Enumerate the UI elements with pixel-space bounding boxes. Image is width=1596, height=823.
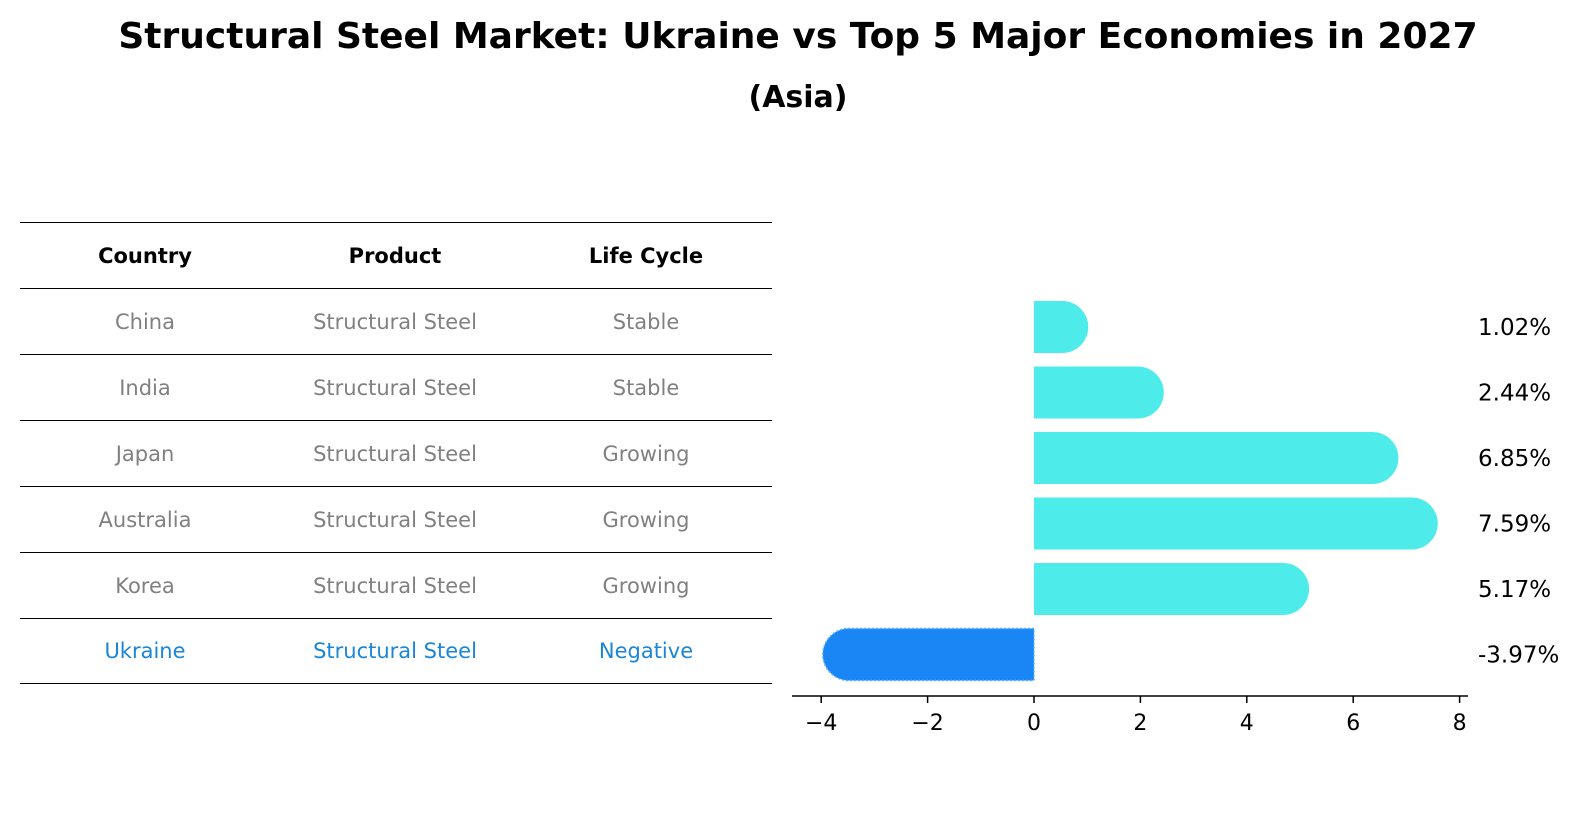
cell-life-cycle: Stable xyxy=(612,309,680,334)
x-tick-label: 8 xyxy=(1453,711,1467,736)
table-row: Korea Structural Steel Growing xyxy=(20,552,772,618)
bar-india xyxy=(1034,366,1164,419)
x-tick-label: 2 xyxy=(1133,711,1147,736)
cell-product: Structural Steel xyxy=(313,309,477,334)
cell-country: India xyxy=(119,375,171,400)
chart-title: Structural Steel Market: Ukraine vs Top … xyxy=(118,16,1478,57)
header-life-cycle: Life Cycle xyxy=(588,243,704,268)
cell-life-cycle: Growing xyxy=(602,441,690,466)
data-label-japan: 6.85% xyxy=(1478,446,1551,472)
data-table: Country Product Life Cycle China Structu… xyxy=(20,222,772,684)
cell-life-cycle: Negative xyxy=(598,639,694,663)
cell-country: Australia xyxy=(98,507,192,532)
data-label-korea: 5.17% xyxy=(1478,577,1551,603)
cell-country: China xyxy=(115,309,175,334)
cell-life-cycle: Growing xyxy=(602,507,690,532)
bar-china xyxy=(1034,301,1089,353)
data-label-australia: 7.59% xyxy=(1478,512,1551,538)
data-label-india: 2.44% xyxy=(1478,381,1551,407)
x-tick-label: 6 xyxy=(1346,711,1360,736)
cell-life-cycle: Stable xyxy=(612,375,680,400)
table-row-highlighted: Ukraine Structural Steel Negative xyxy=(20,618,772,684)
table-row: China Structural Steel Stable xyxy=(20,288,772,354)
x-tick-label: 4 xyxy=(1240,711,1254,736)
header-product: Product xyxy=(348,243,442,268)
bar-korea xyxy=(1034,563,1310,615)
chart-subtitle: (Asia) xyxy=(748,80,848,115)
table-header-row: Country Product Life Cycle xyxy=(20,222,772,288)
x-tick-label: −2 xyxy=(911,711,943,736)
cell-product: Structural Steel xyxy=(313,573,477,598)
table-row: India Structural Steel Stable xyxy=(20,354,772,420)
cell-product: Structural Steel xyxy=(313,639,477,663)
table-row: Australia Structural Steel Growing xyxy=(20,486,772,552)
cell-product: Structural Steel xyxy=(313,375,477,400)
x-tick-label: 0 xyxy=(1027,711,1041,736)
x-tick-label: −4 xyxy=(805,711,837,736)
data-label-ukraine: -3.97% xyxy=(1478,643,1559,669)
cell-country: Korea xyxy=(115,573,175,598)
table-row: Japan Structural Steel Growing xyxy=(20,420,772,486)
cell-product: Structural Steel xyxy=(313,441,477,466)
cell-country: Japan xyxy=(115,441,175,466)
header-country: Country xyxy=(98,243,192,268)
data-label-china: 1.02% xyxy=(1478,315,1551,341)
bar-ukraine xyxy=(822,627,1035,682)
cell-life-cycle: Growing xyxy=(602,573,690,598)
bar-australia xyxy=(1034,497,1438,550)
cell-product: Structural Steel xyxy=(313,507,477,532)
bar-japan xyxy=(1034,432,1399,484)
cell-country: Ukraine xyxy=(104,639,186,663)
